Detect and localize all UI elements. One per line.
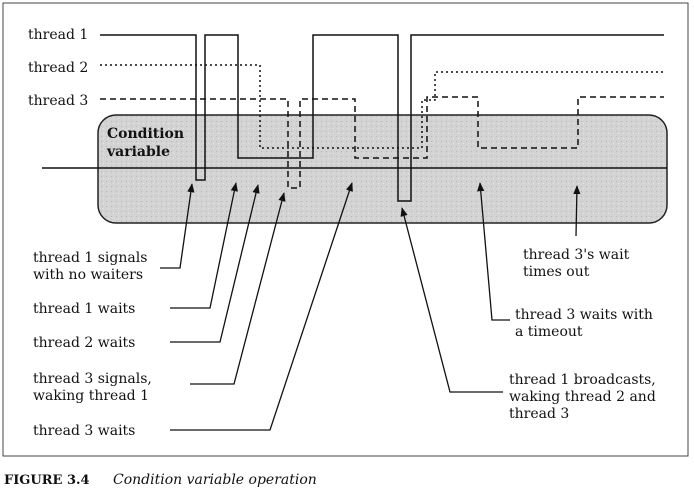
figure-caption-text: Condition variable operation: [113, 472, 317, 488]
condition-variable-box: [97, 114, 668, 224]
figure-frame: [2, 2, 689, 457]
figure-caption-number: FIGURE 3.4: [4, 473, 90, 488]
arrow-t1-signals: [160, 183, 195, 269]
condition-variable-label-line1: Condition: [107, 126, 184, 142]
annotation-t3-signals-line1: thread 3 signals,: [33, 371, 152, 387]
annotation-t3-times-out-line1: thread 3's wait: [523, 247, 630, 263]
annotation-t1-broadcasts-line2: waking thread 2 and: [509, 389, 656, 405]
arrow-t1-waits: [170, 182, 238, 309]
thread-1-timeline: [100, 34, 664, 202]
arrow-t3-signals: [190, 192, 286, 385]
arrow-t1-broadcasts: [400, 207, 503, 393]
thread-3-label: thread 3: [28, 93, 88, 109]
annotation-t1-signals-line1: thread 1 signals: [33, 250, 147, 266]
annotation-t1-signals-line2: with no waiters: [33, 267, 143, 283]
thread-3-timeline: [100, 96, 664, 189]
arrow-t3-times-out: [573, 185, 581, 237]
annotation-t1-waits: thread 1 waits: [33, 301, 135, 317]
annotation-t3-times-out-line2: times out: [523, 264, 590, 280]
condition-variable-label-line2: variable: [106, 144, 170, 160]
arrow-t3-waits: [170, 182, 353, 431]
annotation-t1-broadcasts-line1: thread 1 broadcasts,: [509, 372, 656, 388]
annotation-t3-signals-line2: waking thread 1: [33, 388, 149, 404]
thread-1-label: thread 1: [28, 27, 88, 43]
annotation-t3-waits: thread 3 waits: [33, 423, 135, 439]
annotation-t3-timeout-line2: a timeout: [515, 324, 583, 340]
annotation-t1-broadcasts-line3: thread 3: [509, 406, 569, 422]
arrow-t3-timeout: [477, 182, 510, 321]
arrow-t2-waits: [170, 184, 260, 343]
annotation-t3-timeout-line1: thread 3 waits with: [515, 307, 653, 323]
thread-2-label: thread 2: [28, 60, 88, 76]
annotation-t2-waits: thread 2 waits: [33, 335, 135, 351]
